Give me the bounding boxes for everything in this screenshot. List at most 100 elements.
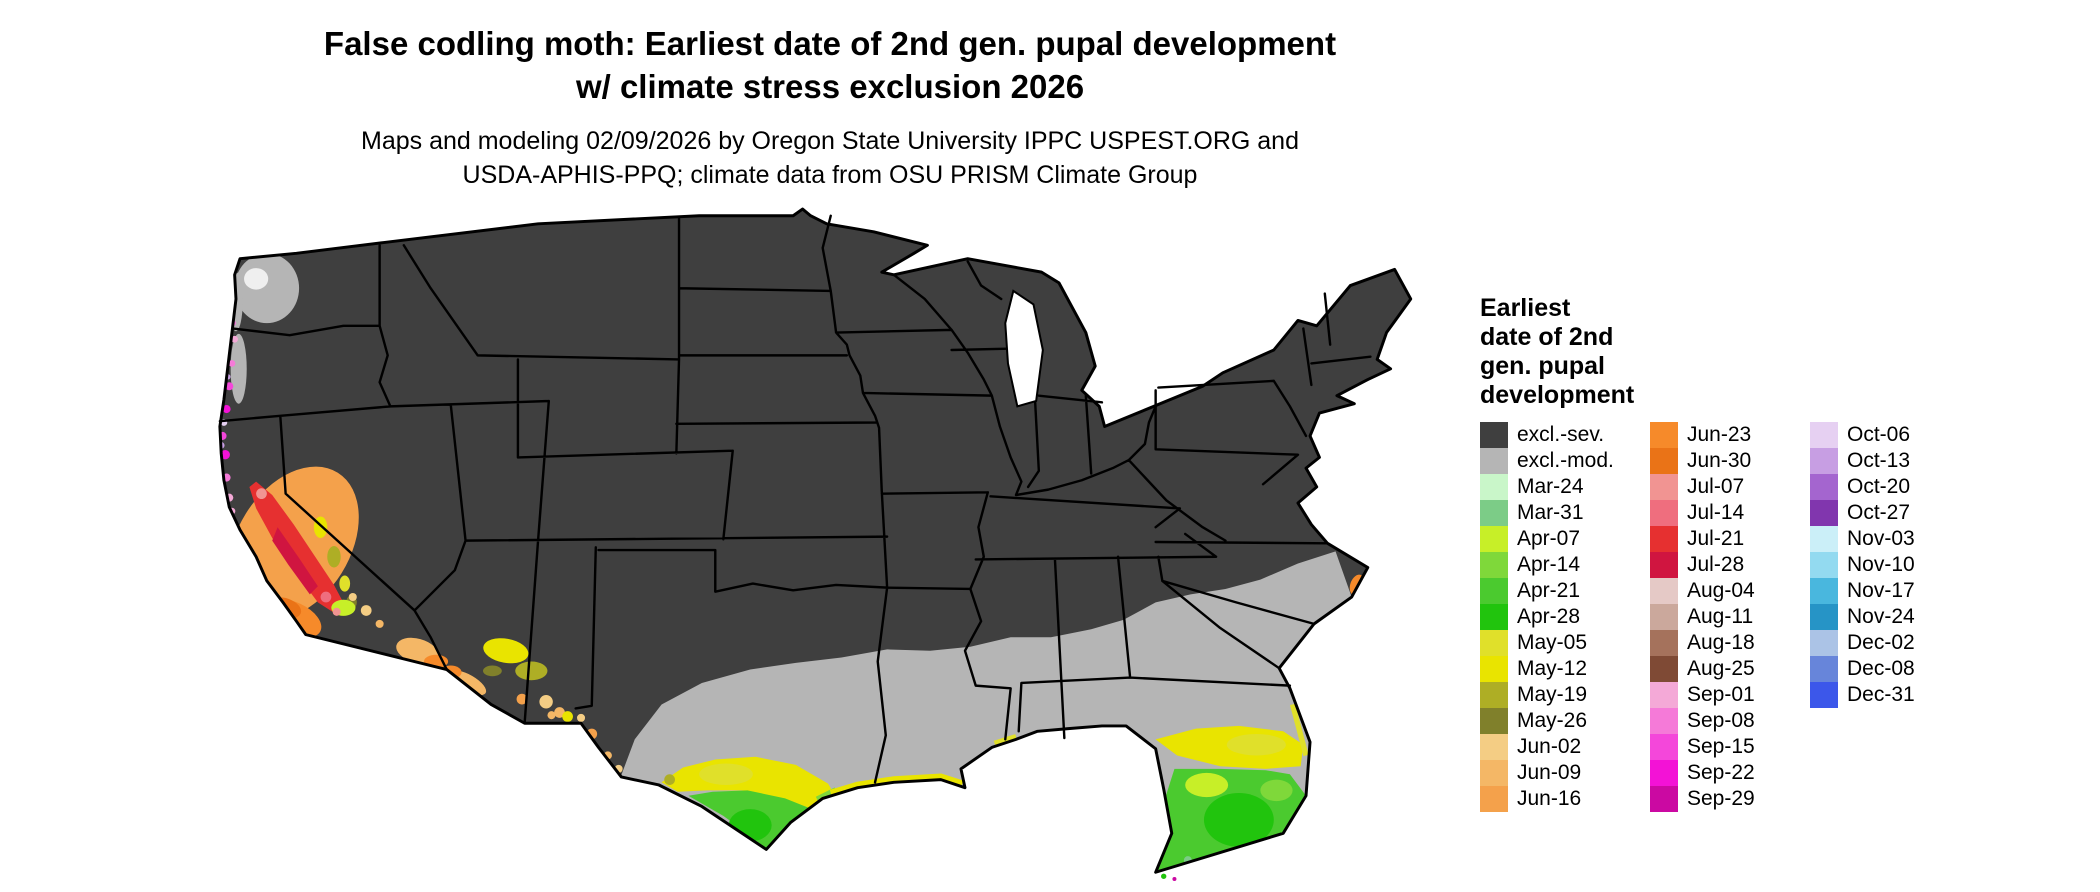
- legend-entry: May-05: [1480, 630, 1614, 656]
- map-title-line2: w/ climate stress exclusion 2026: [575, 68, 1085, 105]
- state-borders: [218, 214, 1372, 784]
- legend-entry: May-26: [1480, 708, 1614, 734]
- legend-title-line: Earliest: [1480, 294, 1571, 322]
- legend-entry: Apr-21: [1480, 578, 1614, 604]
- legend-entry: excl.-sev.: [1480, 422, 1614, 448]
- us-map-svg: [218, 207, 1413, 881]
- legend-label: Apr-07: [1517, 527, 1581, 550]
- legend-label: Mar-31: [1517, 501, 1584, 524]
- legend-title: Earliest date of 2nd gen. pupal developm…: [1480, 294, 1780, 410]
- legend-label: Jun-23: [1687, 423, 1752, 446]
- legend-swatch: [1480, 630, 1508, 656]
- legend-column-2: Jun-23 Jun-30 Jul-07 Jul-14 Jul-21 Jul-28 Aug-…: [1650, 422, 1755, 812]
- legend-label: Jul-28: [1687, 553, 1745, 576]
- legend-swatch: [1480, 500, 1508, 526]
- legend-swatch: [1650, 552, 1678, 578]
- legend-swatch: [1650, 526, 1678, 552]
- legend-swatch: [1480, 760, 1508, 786]
- legend-label: Dec-02: [1847, 631, 1915, 654]
- legend-swatch: [1650, 760, 1678, 786]
- legend-swatch: [1810, 422, 1838, 448]
- legend-label: excl.-sev.: [1517, 423, 1605, 446]
- legend-swatch: [1810, 630, 1838, 656]
- legend-swatch: [1480, 552, 1508, 578]
- legend-entry: Dec-31: [1810, 682, 1915, 708]
- legend-entry: Jul-07: [1650, 474, 1755, 500]
- legend-swatch: [1810, 474, 1838, 500]
- legend-swatch: [1480, 682, 1508, 708]
- legend-label: Jun-02: [1517, 735, 1582, 758]
- legend-swatch: [1650, 604, 1678, 630]
- legend-entry: Nov-24: [1810, 604, 1915, 630]
- legend-entry: excl.-mod.: [1480, 448, 1614, 474]
- legend-label: Jul-07: [1687, 475, 1745, 498]
- legend-label: Sep-08: [1687, 709, 1755, 732]
- legend-swatch: [1480, 604, 1508, 630]
- legend-entry: Oct-13: [1810, 448, 1915, 474]
- legend-entry: Mar-31: [1480, 500, 1614, 526]
- legend-label: Apr-14: [1517, 553, 1581, 576]
- legend-swatch: [1480, 786, 1508, 812]
- legend-swatch: [1810, 682, 1838, 708]
- legend-entry: Nov-10: [1810, 552, 1915, 578]
- legend-entry: Oct-06: [1810, 422, 1915, 448]
- legend-label: Apr-21: [1517, 579, 1581, 602]
- legend-label: Oct-20: [1847, 475, 1911, 498]
- legend-swatch: [1480, 526, 1508, 552]
- legend-label: Jun-09: [1517, 761, 1582, 784]
- legend-entry: Jun-30: [1650, 448, 1755, 474]
- map-colored-regions: [219, 253, 1365, 873]
- legend-swatch: [1480, 656, 1508, 682]
- map-subtitle-line1: Maps and modeling 02/09/2026 by Oregon S…: [361, 127, 1299, 155]
- map-subtitle-line2: USDA-APHIS-PPQ; climate data from OSU PR…: [462, 161, 1198, 189]
- legend-swatch: [1650, 422, 1678, 448]
- legend-label: excl.-mod.: [1517, 449, 1614, 472]
- legend-swatch: [1480, 578, 1508, 604]
- legend-entry: Dec-02: [1810, 630, 1915, 656]
- legend-entry: Aug-18: [1650, 630, 1755, 656]
- legend-swatch: [1810, 500, 1838, 526]
- legend-label: Nov-24: [1847, 605, 1915, 628]
- legend-label: Jun-16: [1517, 787, 1582, 810]
- legend-label: Dec-08: [1847, 657, 1915, 680]
- legend-swatch: [1480, 708, 1508, 734]
- lake-michigan: [1004, 289, 1044, 408]
- legend-entry: Apr-07: [1480, 526, 1614, 552]
- legend-swatch: [1810, 526, 1838, 552]
- legend-label: Mar-24: [1517, 475, 1584, 498]
- legend-entry: Jul-21: [1650, 526, 1755, 552]
- legend-swatch: [1480, 422, 1508, 448]
- legend-label: May-26: [1517, 709, 1588, 732]
- legend-swatch: [1650, 630, 1678, 656]
- legend-entry: Jun-02: [1480, 734, 1614, 760]
- legend-label: Aug-25: [1687, 657, 1755, 680]
- legend-entry: Sep-29: [1650, 786, 1755, 812]
- legend-entry: Jul-28: [1650, 552, 1755, 578]
- legend-label: May-05: [1517, 631, 1588, 654]
- legend-entry: Nov-03: [1810, 526, 1915, 552]
- legend-label: Nov-10: [1847, 553, 1915, 576]
- legend-entry: Jul-14: [1650, 500, 1755, 526]
- legend-swatch: [1650, 656, 1678, 682]
- legend-entry: Nov-17: [1810, 578, 1915, 604]
- legend-label: Apr-28: [1517, 605, 1581, 628]
- legend-label: Sep-22: [1687, 761, 1755, 784]
- map-region-florida: [1155, 703, 1309, 873]
- legend-entry: Sep-22: [1650, 760, 1755, 786]
- legend-title-line: date of 2nd: [1480, 323, 1614, 351]
- legend-entry: May-12: [1480, 656, 1614, 682]
- legend-entry: May-19: [1480, 682, 1614, 708]
- legend-label: Oct-06: [1847, 423, 1911, 446]
- legend-label: Sep-29: [1687, 787, 1755, 810]
- legend-label: May-12: [1517, 657, 1588, 680]
- map-subtitle: Maps and modeling 02/09/2026 by Oregon S…: [0, 124, 1660, 192]
- legend-swatch: [1480, 474, 1508, 500]
- legend-swatch: [1650, 500, 1678, 526]
- legend-entry: Oct-20: [1810, 474, 1915, 500]
- legend-swatch: [1650, 474, 1678, 500]
- legend-entry: Sep-15: [1650, 734, 1755, 760]
- legend-column-3: Oct-06 Oct-13 Oct-20 Oct-27 Nov-03 Nov-10 Nov-…: [1810, 422, 1915, 708]
- legend-swatch: [1650, 708, 1678, 734]
- legend-swatch: [1810, 656, 1838, 682]
- legend-entry: Mar-24: [1480, 474, 1614, 500]
